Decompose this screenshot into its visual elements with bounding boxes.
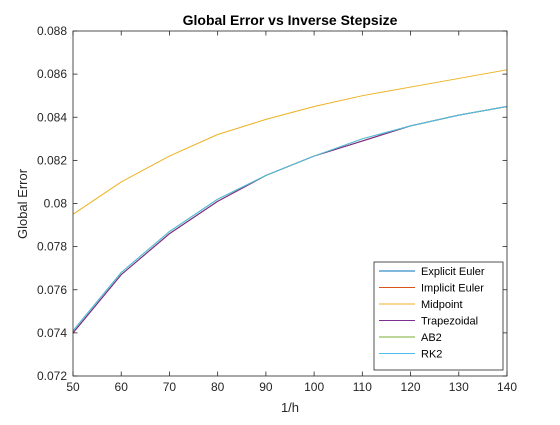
y-tick-label: 0.082: [37, 153, 67, 167]
legend-label-trapezoidal: Trapezoidal: [421, 316, 478, 328]
y-axis-label: Global Error: [15, 168, 30, 239]
x-tick-label: 80: [211, 380, 225, 394]
y-tick-label: 0.076: [37, 283, 67, 297]
legend: Explicit Euler Implicit Euler Midpoint Trap…: [373, 261, 504, 371]
y-tick-label: 0.088: [37, 24, 67, 38]
y-tick-label: 0.086: [37, 67, 67, 81]
y-tick-label: 0.078: [37, 240, 67, 254]
x-axis-label: 1/h: [281, 400, 299, 415]
x-tick-label: 70: [163, 380, 177, 394]
legend-label-implicit-euler: Implicit Euler: [421, 283, 484, 295]
x-tick-label: 90: [259, 380, 273, 394]
legend-label-ab2: AB2: [421, 332, 442, 344]
x-tick-label: 50: [66, 380, 80, 394]
x-tick-label: 140: [497, 380, 517, 394]
y-tick-label: 0.08: [44, 197, 68, 211]
legend-box: [373, 261, 504, 371]
legend-label-rk2: RK2: [421, 349, 442, 361]
y-tick-label: 0.074: [37, 326, 67, 340]
x-tick-label: 130: [449, 380, 469, 394]
series-group: [72, 69, 508, 334]
y-tick-label: 0.084: [37, 110, 67, 124]
x-tick-label: 60: [115, 380, 129, 394]
chart-title: Global Error vs Inverse Stepsize: [183, 12, 398, 28]
legend-label-explicit-euler: Explicit Euler: [421, 266, 485, 278]
legend-label-midpoint: Midpoint: [421, 299, 463, 311]
x-tick-label: 110: [353, 380, 372, 394]
series-line-rk2: [72, 105, 508, 332]
x-tick-label: 100: [304, 380, 324, 394]
series-line-midpoint: [72, 69, 508, 215]
x-tick-label: 120: [401, 380, 421, 394]
y-tick-label: 0.072: [37, 369, 67, 383]
